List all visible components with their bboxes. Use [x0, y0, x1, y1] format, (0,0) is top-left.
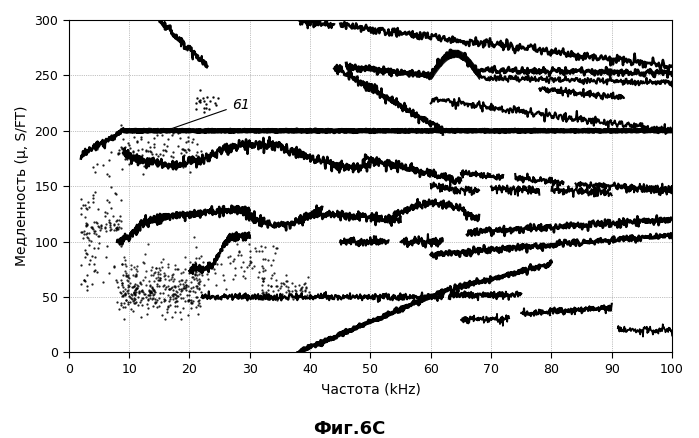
- Text: Фиг.6С: Фиг.6С: [313, 420, 386, 438]
- Text: 61: 61: [168, 98, 250, 130]
- Y-axis label: Медленность (μ, S/FT): Медленность (μ, S/FT): [15, 106, 29, 266]
- X-axis label: Частота (kHz): Частота (kHz): [321, 383, 420, 397]
